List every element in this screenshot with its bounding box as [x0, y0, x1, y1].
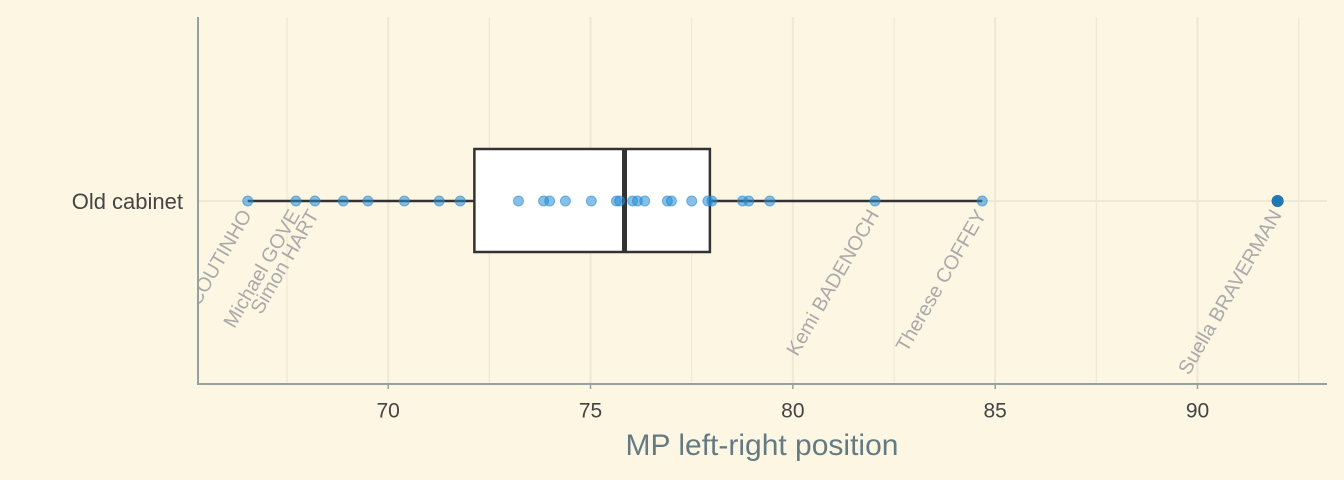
point [585, 195, 597, 207]
point [639, 195, 651, 207]
point [544, 195, 556, 207]
point [398, 195, 410, 207]
point [686, 195, 698, 207]
point [665, 195, 677, 207]
point [614, 195, 626, 207]
point [362, 195, 374, 207]
point [764, 195, 776, 207]
point [242, 195, 254, 207]
x-tick-label: 85 [983, 400, 1006, 423]
point [1272, 195, 1284, 207]
x-axis-title: MP left-right position [626, 429, 899, 462]
point [706, 195, 718, 207]
point [309, 195, 321, 207]
point [337, 195, 349, 207]
point [290, 195, 302, 207]
point [743, 195, 755, 207]
x-tick-label: 75 [579, 400, 602, 423]
x-tick-label: 80 [781, 400, 804, 423]
point [454, 195, 466, 207]
point [976, 195, 988, 207]
point [559, 195, 571, 207]
category-label: Old cabinet [72, 189, 183, 214]
axis-lines [197, 17, 1327, 385]
point [512, 195, 524, 207]
x-axis: 70 75 80 85 90 [377, 384, 1209, 423]
x-tick-label: 90 [1186, 400, 1209, 423]
x-tick-label: 70 [377, 400, 400, 423]
point [869, 195, 881, 207]
point [433, 195, 445, 207]
